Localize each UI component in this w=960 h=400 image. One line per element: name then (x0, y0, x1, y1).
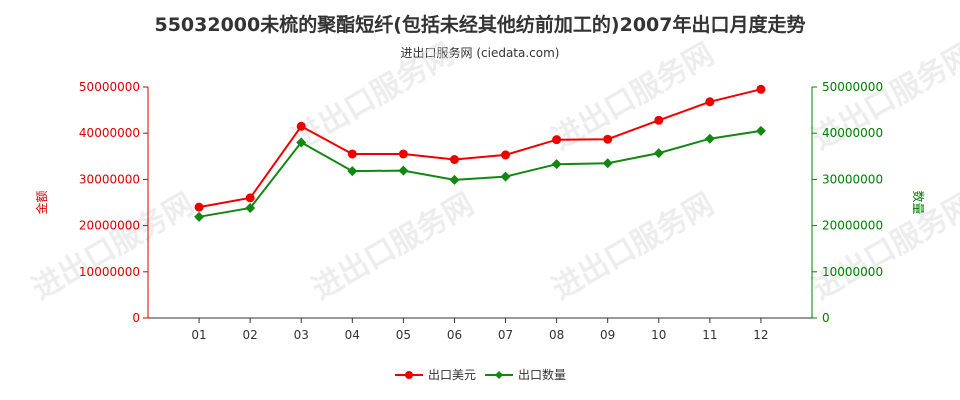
series-2-point (398, 165, 409, 176)
series-2-point (296, 137, 307, 148)
series-1-point (756, 84, 766, 94)
series-1-point (501, 150, 511, 160)
series-1-point (449, 155, 459, 165)
left-axis-tick-label: 50000000 (79, 80, 140, 94)
legend-swatch-marker-2 (495, 371, 503, 379)
chart-subtitle: 进出口服务网 (ciedata.com) (400, 46, 560, 60)
right-axis-tick-label: 40000000 (822, 126, 883, 140)
watermark-text: 进出口服务网 (807, 187, 960, 307)
chart-title: 55032000未梳的聚酯短纤(包括未经其他纺前加工的)2007年出口月度走势 (154, 14, 806, 36)
right-axis-tick-label: 30000000 (822, 172, 883, 186)
series-2-point (449, 174, 460, 185)
x-axis-tick-label: 09 (600, 328, 615, 342)
x-axis-tick-label: 08 (549, 328, 564, 342)
legend: 出口美元 出口数量 (395, 367, 566, 382)
left-axis-tick-label: 10000000 (79, 265, 140, 279)
right-axis-tick-label: 50000000 (822, 80, 883, 94)
x-axis-tick-label: 01 (191, 328, 206, 342)
x-axis-tick-label: 04 (345, 328, 360, 342)
left-axis-tick-label: 0 (132, 311, 140, 325)
series-line-1 (198, 88, 762, 209)
y-left-axis-title: 金额 (34, 190, 49, 214)
y-right-axis-title: 数量 (911, 190, 926, 214)
watermark-text: 进出口服务网 (547, 187, 720, 307)
legend-swatch-marker-1 (405, 371, 413, 379)
series-2-point (347, 166, 358, 177)
left-axis-tick-label: 30000000 (79, 172, 140, 186)
left-axis-tick-label: 20000000 (79, 219, 140, 233)
x-axis-tick-label: 03 (294, 328, 309, 342)
watermark-text: 进出口服务网 (27, 187, 200, 307)
series-1-point (296, 121, 306, 131)
right-axis-tick-label: 0 (822, 311, 830, 325)
x-axis-tick-label: 05 (396, 328, 411, 342)
series-1-point (603, 134, 613, 144)
series-1-point (654, 115, 664, 125)
series-layer (194, 84, 766, 222)
series-1-point (194, 202, 204, 212)
series-2-point (755, 125, 766, 136)
series-2-point (245, 203, 256, 214)
left-axis-tick-label: 40000000 (79, 126, 140, 140)
x-axis-tick-label: 12 (753, 328, 768, 342)
series-line-2 (198, 129, 762, 218)
watermark-text: 进出口服务网 (307, 187, 480, 307)
axes-layer: 0 10000000 20000000 30000000 40000000 5000000… (34, 80, 926, 342)
series-1-point (347, 149, 357, 159)
x-axis-tick-label: 07 (498, 328, 513, 342)
series-1-point (398, 149, 408, 159)
series-1-point (705, 97, 715, 107)
series-1-point (245, 193, 255, 203)
x-axis-tick-label: 02 (243, 328, 258, 342)
x-axis-tick-label: 06 (447, 328, 462, 342)
legend-label-2: 出口数量 (518, 367, 566, 382)
x-axis-tick-label: 10 (651, 328, 666, 342)
legend-label-1: 出口美元 (428, 368, 476, 382)
right-axis-tick-label: 20000000 (822, 219, 883, 233)
series-2-point (653, 148, 664, 159)
right-axis-tick-label: 10000000 (822, 265, 883, 279)
series-2-point (602, 158, 613, 169)
series-2-point (194, 211, 205, 222)
series-2-point (551, 159, 562, 170)
series-1-point (552, 135, 562, 145)
series-2-point (500, 171, 511, 182)
series-2-point (704, 133, 715, 144)
watermark-text: 进出口服务网 (287, 37, 460, 157)
x-axis-tick-label: 11 (702, 328, 717, 342)
